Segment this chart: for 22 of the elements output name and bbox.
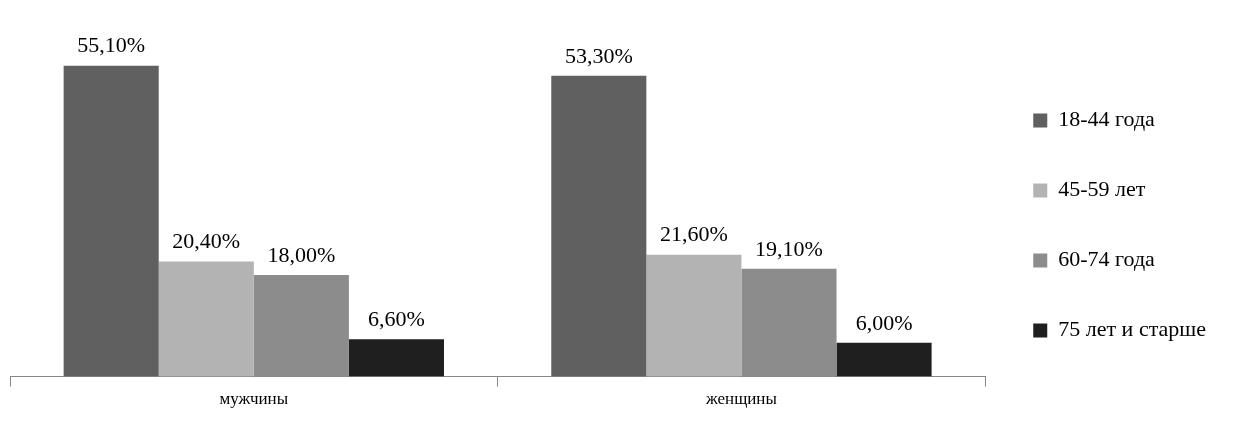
data-label: 55,10% bbox=[77, 32, 146, 58]
x-tick-label: мужчины bbox=[219, 389, 289, 409]
bar bbox=[741, 268, 837, 377]
bar bbox=[63, 65, 159, 377]
bar bbox=[158, 261, 254, 377]
bar bbox=[551, 75, 647, 377]
data-label: 53,30% bbox=[564, 42, 633, 68]
data-label: 6,60% bbox=[368, 306, 425, 332]
data-label: 20,40% bbox=[172, 228, 241, 254]
data-label: 18,00% bbox=[267, 241, 336, 267]
legend-label: 60-74 года bbox=[1058, 246, 1156, 272]
x-tick-label: женщины bbox=[705, 389, 778, 409]
bar bbox=[646, 254, 742, 377]
legend-label: 45-59 лет bbox=[1058, 176, 1146, 202]
legend-label: 18-44 года bbox=[1058, 106, 1156, 132]
bar bbox=[253, 275, 349, 377]
legend-label: 75 лет и старше bbox=[1058, 316, 1206, 342]
data-label: 21,60% bbox=[659, 221, 728, 247]
bar bbox=[836, 342, 932, 377]
data-label: 6,00% bbox=[855, 309, 913, 335]
data-label: 19,10% bbox=[755, 235, 823, 261]
bar bbox=[348, 339, 444, 377]
